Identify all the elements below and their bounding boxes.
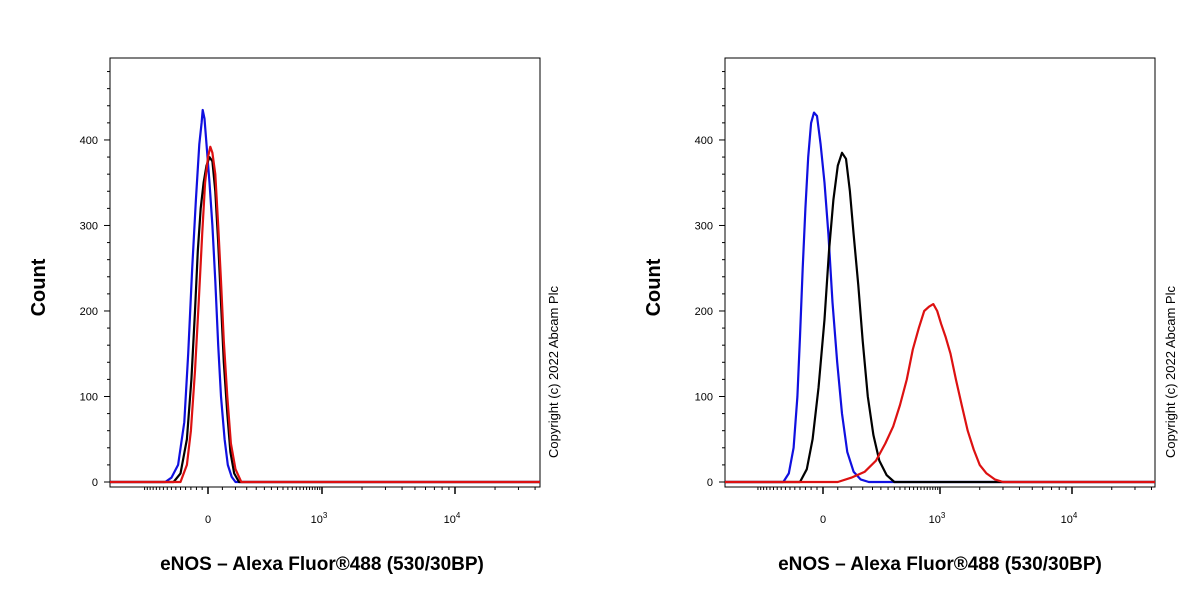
x-tick-label: 103: [311, 511, 328, 526]
y-tick-label: 100: [80, 391, 98, 403]
x-tick-label: 104: [1061, 511, 1078, 526]
y-tick-label: 0: [92, 477, 98, 489]
plot-frame: [724, 57, 1156, 488]
plot-frame: [109, 57, 541, 488]
x-tick-label: 0: [205, 514, 211, 526]
histogram-panel-1: 0 100 200 300 400 0 103 104 Count eNOS – Alexa Fl…: [28, 57, 561, 575]
x-axis-label: eNOS – Alexa Fluor®488 (530/30BP): [778, 554, 1102, 575]
y-tick-label: 300: [695, 220, 713, 232]
histogram-panel-2: 0 100 200 300 400 0 103 104 Count eNOS – Alexa Fl…: [643, 57, 1178, 575]
series-black-curve: [110, 156, 540, 484]
y-tick-label: 300: [80, 220, 98, 232]
x-axis: 0 103 104: [144, 487, 536, 526]
x-tick-label: 0: [820, 514, 826, 526]
series-red-curve: [110, 145, 540, 484]
y-tick-label: 400: [695, 135, 713, 147]
y-tick-label: 400: [80, 135, 98, 147]
x-tick-label: 104: [444, 511, 461, 526]
series-blue-curve: [725, 111, 1155, 484]
x-axis: 0 103 104: [757, 487, 1152, 526]
series-blue-curve: [110, 108, 540, 484]
x-axis-label: eNOS – Alexa Fluor®488 (530/30BP): [160, 554, 484, 575]
copyright-notice: Copyright (c) 2022 Abcam Plc: [1163, 286, 1178, 458]
y-tick-label: 100: [695, 391, 713, 403]
x-tick-label: 103: [929, 511, 946, 526]
y-axis: 0 100 200 300 400: [80, 71, 110, 489]
copyright-notice: Copyright (c) 2022 Abcam Plc: [546, 286, 561, 458]
y-axis-label: Count: [643, 258, 665, 316]
series-black-curve: [725, 151, 1155, 484]
y-axis: 0 100 200 300 400: [695, 71, 725, 489]
y-axis-label: Count: [28, 258, 50, 316]
y-tick-label: 0: [707, 477, 713, 489]
series-red-curve: [725, 303, 1155, 484]
y-tick-label: 200: [80, 306, 98, 318]
y-tick-label: 200: [695, 306, 713, 318]
